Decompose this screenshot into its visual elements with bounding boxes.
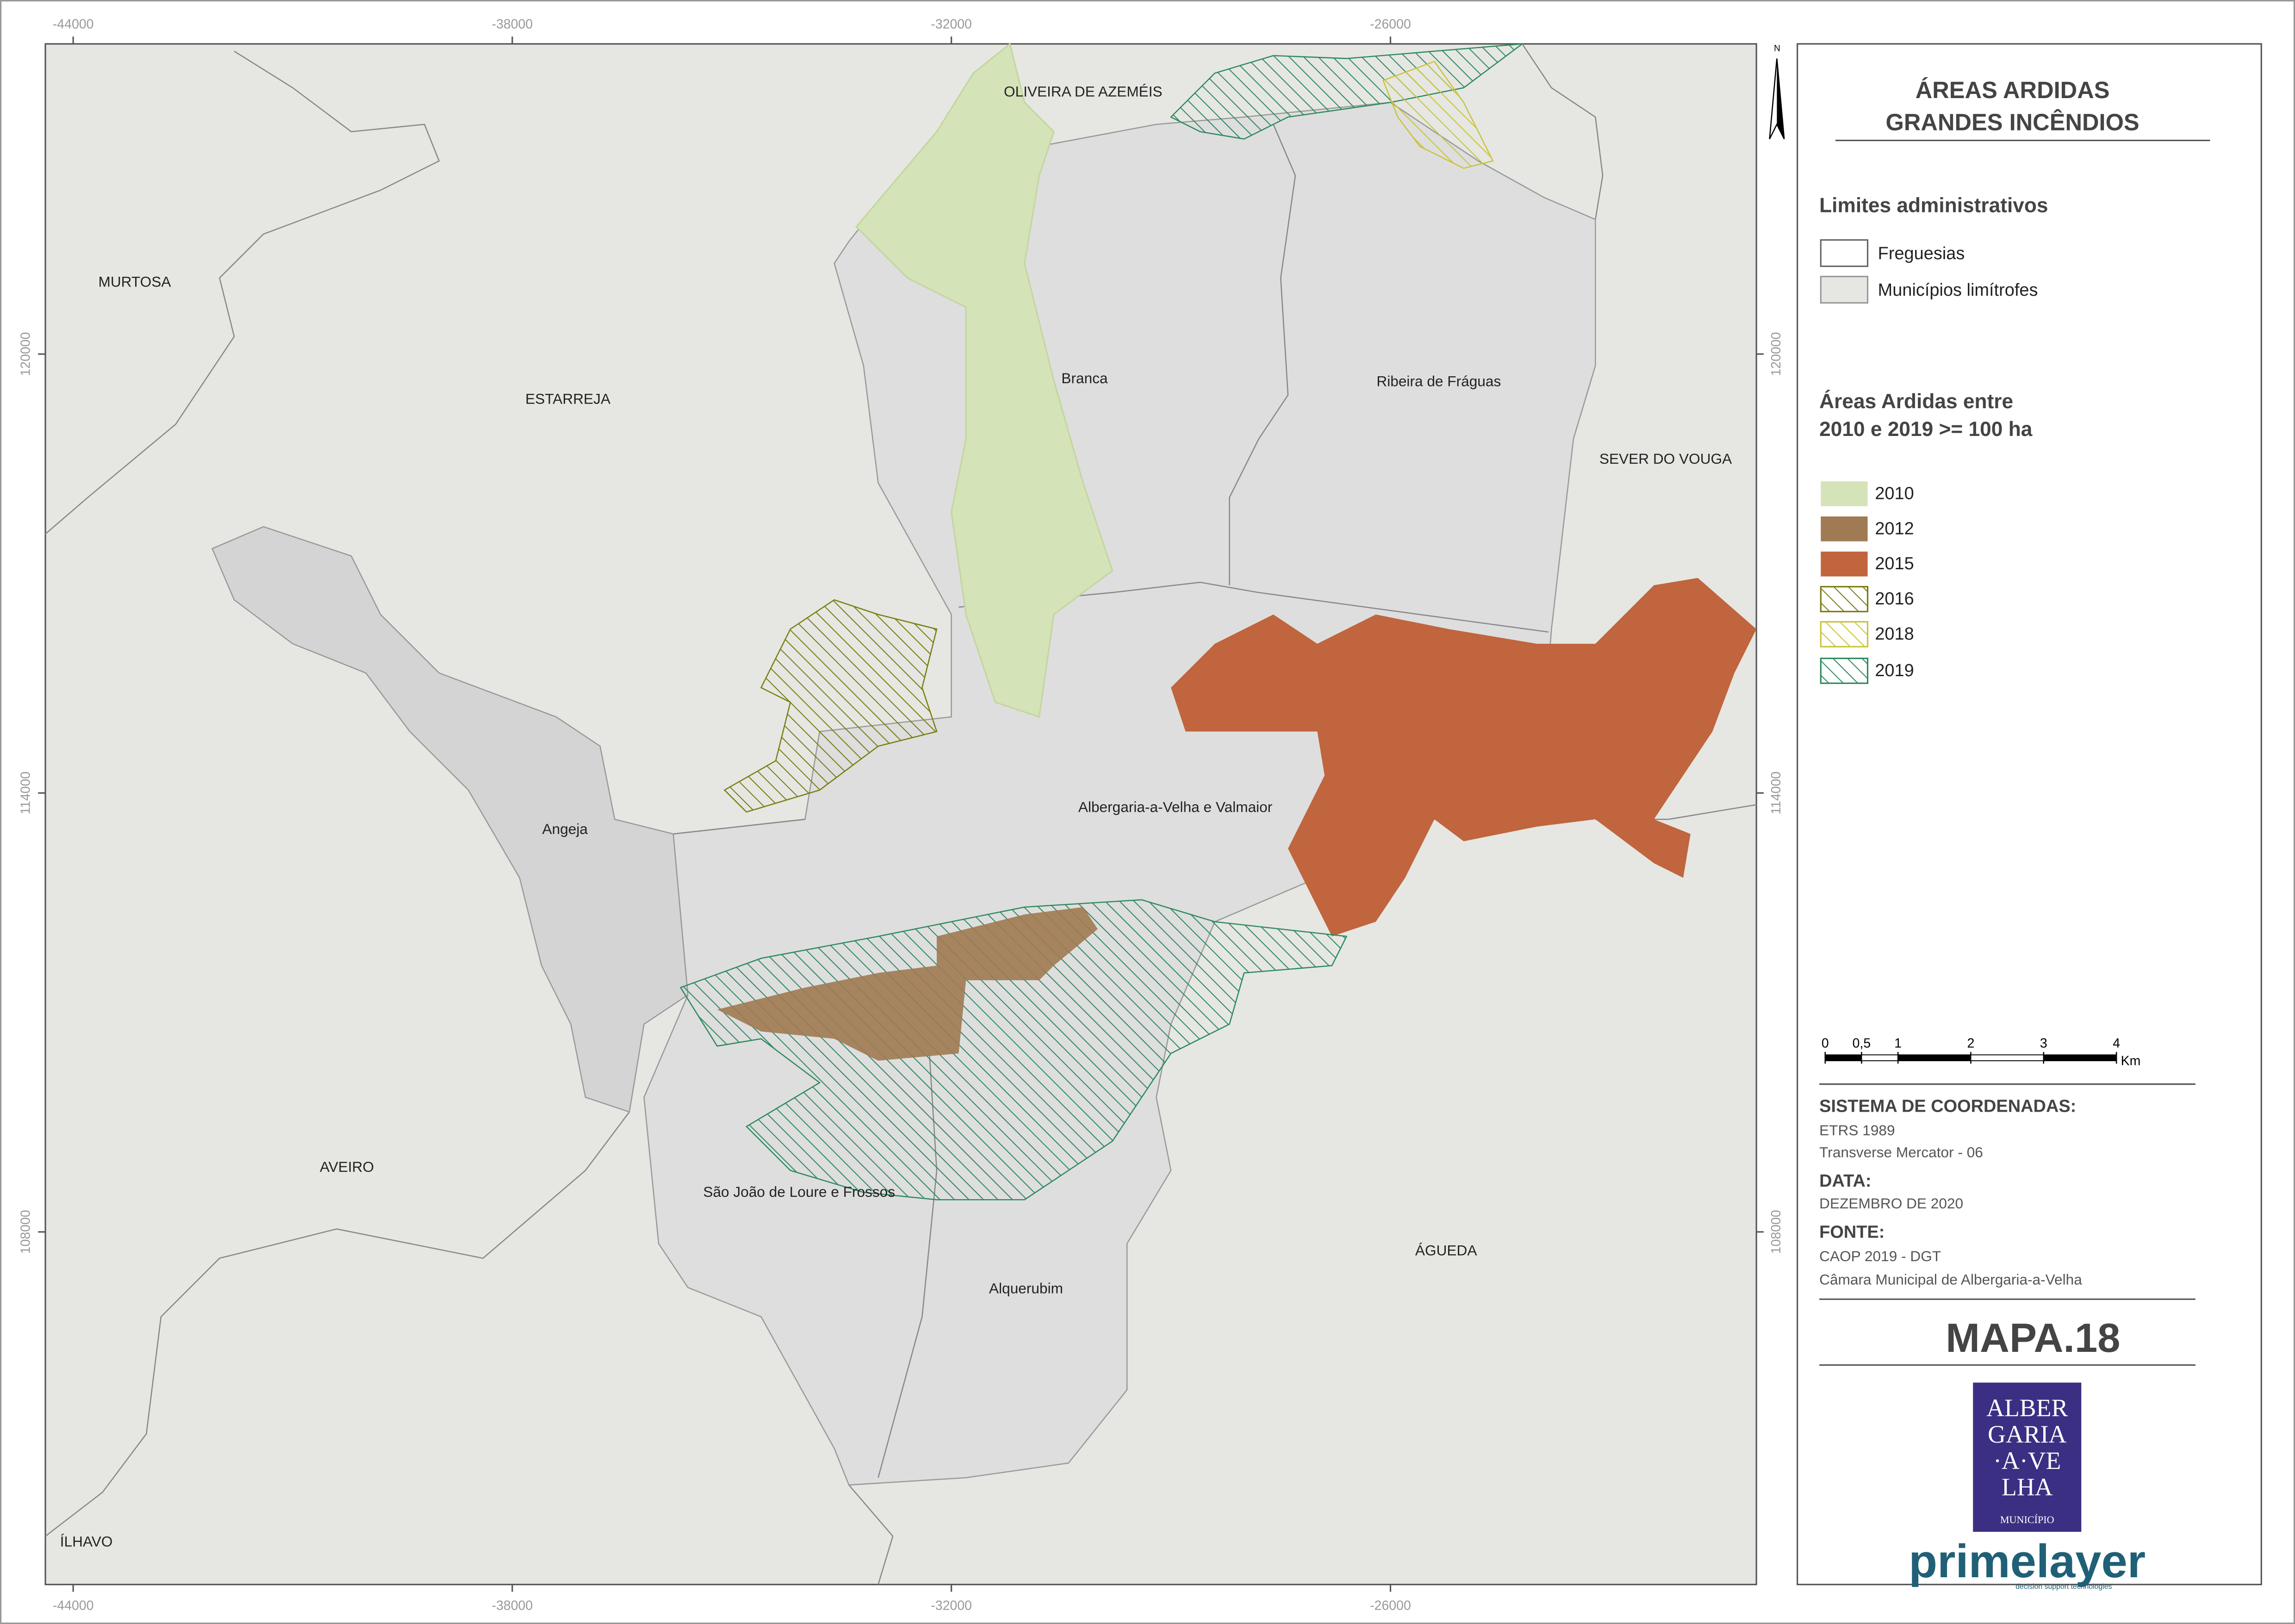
x-coord-label: -38000 — [492, 17, 533, 31]
place-label: ÁGUEDA — [1415, 1242, 1477, 1258]
swatch — [1820, 239, 1869, 267]
y-coord-label: 120000 — [1769, 332, 1784, 376]
info-text: DEZEMBRO DE 2020 — [1819, 1195, 1963, 1212]
info-text: ETRS 1989 — [1819, 1122, 1895, 1139]
place-label: São João de Loure e Frossos — [703, 1183, 895, 1200]
logo-text: LHA — [2002, 1473, 2053, 1501]
burned-2015 — [1171, 578, 1757, 937]
legend-label: 2016 — [1875, 589, 1914, 609]
scale-bar: 0 0,5 1 2 3 4Km — [1822, 1036, 2140, 1068]
map-body: OLIVEIRA DE AZEMÉIS MURTOSA ESTARREJA Br… — [45, 43, 1757, 1585]
swatch — [1821, 551, 1868, 577]
scale-segment — [1970, 1054, 2044, 1061]
map-id: MAPA.18 — [1946, 1315, 2120, 1361]
place-label: Ribeira de Fráguas — [1376, 373, 1501, 390]
x-coord-label: -26000 — [1370, 1599, 1411, 1613]
legend-panel — [1797, 43, 2262, 1586]
info-heading: SISTEMA DE COORDENADAS: — [1819, 1097, 2076, 1116]
scale-label: 2 — [1967, 1036, 1975, 1051]
scale-label: 0,5 — [1853, 1036, 1871, 1051]
x-coord-label: -44000 — [53, 1599, 94, 1613]
brand-tagline: decision support technologies — [2015, 1583, 2112, 1591]
swatch — [1820, 621, 1869, 647]
y-coord-label: 114000 — [18, 772, 33, 815]
graticule: -44000 -44000 -38000 -38000 -32000 -32000 -260… — [18, 17, 1784, 1613]
logo-text: ALBER — [1986, 1394, 2068, 1422]
burned-2012 — [717, 907, 1098, 1061]
scale-unit: Km — [2121, 1053, 2141, 1068]
burned-2016 — [723, 599, 938, 813]
swatch — [1821, 516, 1868, 541]
boundary — [45, 50, 440, 535]
scale-segment — [1861, 1054, 1899, 1061]
parish-angeja — [211, 526, 689, 1113]
place-label: ESTARREJA — [525, 391, 611, 407]
legend-heading: 2010 e 2019 >= 100 ha — [1819, 418, 2033, 441]
north-label: N — [1774, 44, 1780, 54]
x-coord-label: -26000 — [1370, 17, 1411, 31]
info-text: CAOP 2019 - DGT — [1819, 1248, 1941, 1264]
boundary — [848, 1484, 894, 1585]
info-text: Transverse Mercator - 06 — [1819, 1144, 1983, 1161]
legend-heading: Limites administrativos — [1819, 194, 2048, 217]
burned-2019 — [679, 899, 1348, 1201]
legend-label: Municípios limítrofes — [1878, 280, 2038, 300]
info-heading: DATA: — [1819, 1171, 1871, 1191]
x-coord-label: -44000 — [53, 17, 94, 31]
info-heading: FONTE: — [1819, 1222, 1885, 1242]
north-arrow: N — [1769, 44, 1785, 139]
place-label: Branca — [1061, 370, 1108, 386]
burned-2018 — [1382, 61, 1494, 169]
swatch — [1820, 657, 1869, 684]
scale-segment — [1824, 1054, 1862, 1061]
scale-segment — [2043, 1054, 2117, 1061]
swatch — [1820, 586, 1869, 612]
place-label: MURTOSA — [98, 274, 171, 290]
y-coord-label: 108000 — [18, 1210, 33, 1254]
place-label: AVEIRO — [320, 1158, 374, 1175]
municipality-logo: ALBER GARIA ·A·VE LHA MUNICÍPIO — [1973, 1382, 2082, 1532]
scale-segment — [1897, 1054, 1972, 1061]
burned-2010 — [855, 43, 1113, 718]
boundary — [1522, 44, 1604, 220]
logo-text: GARIA — [1988, 1420, 2066, 1448]
place-label: ÍLHAVO — [60, 1533, 113, 1549]
info-text: Câmara Municipal de Albergaria-a-Velha — [1819, 1271, 2082, 1288]
scale-label: 1 — [1894, 1036, 1902, 1051]
y-coord-label: 120000 — [18, 332, 33, 376]
legend-label: 2019 — [1875, 661, 1914, 680]
parish-boundary — [673, 124, 1549, 1478]
legend-label: 2015 — [1875, 554, 1914, 573]
scale-label: 4 — [2113, 1036, 2120, 1051]
boundary — [45, 1111, 630, 1537]
logo-text: MUNICÍPIO — [2000, 1514, 2054, 1525]
scale-label: 3 — [2040, 1036, 2047, 1051]
y-coord-label: 108000 — [1769, 1210, 1784, 1254]
place-label: OLIVEIRA DE AZEMÉIS — [1004, 83, 1163, 100]
legend-label: 2012 — [1875, 519, 1914, 538]
swatch — [1820, 275, 1869, 304]
swatch — [1821, 481, 1868, 506]
scale-label: 0 — [1822, 1036, 1829, 1051]
logo-text: ·A·VE — [1993, 1447, 2061, 1475]
legend-label: 2010 — [1875, 484, 1914, 504]
place-label: Albergaria-a-Velha e Valmaior — [1078, 799, 1272, 815]
brand-name: primelayer — [1909, 1535, 2146, 1587]
place-label: Alquerubim — [989, 1280, 1063, 1297]
map-title: GRANDES INCÊNDIOS — [1886, 109, 2140, 135]
y-coord-label: 114000 — [1769, 772, 1784, 815]
x-coord-label: -32000 — [931, 1599, 972, 1613]
place-label: SEVER DO VOUGA — [1599, 450, 1732, 467]
map-title: ÁREAS ARDIDAS — [1916, 77, 2110, 103]
x-coord-label: -32000 — [931, 17, 972, 31]
legend-label: 2018 — [1875, 624, 1914, 644]
x-coord-label: -38000 — [492, 1599, 533, 1613]
legend-label: Freguesias — [1878, 244, 1965, 263]
place-label: Angeja — [542, 821, 588, 837]
legend-heading: Áreas Ardidas entre — [1819, 390, 2013, 413]
